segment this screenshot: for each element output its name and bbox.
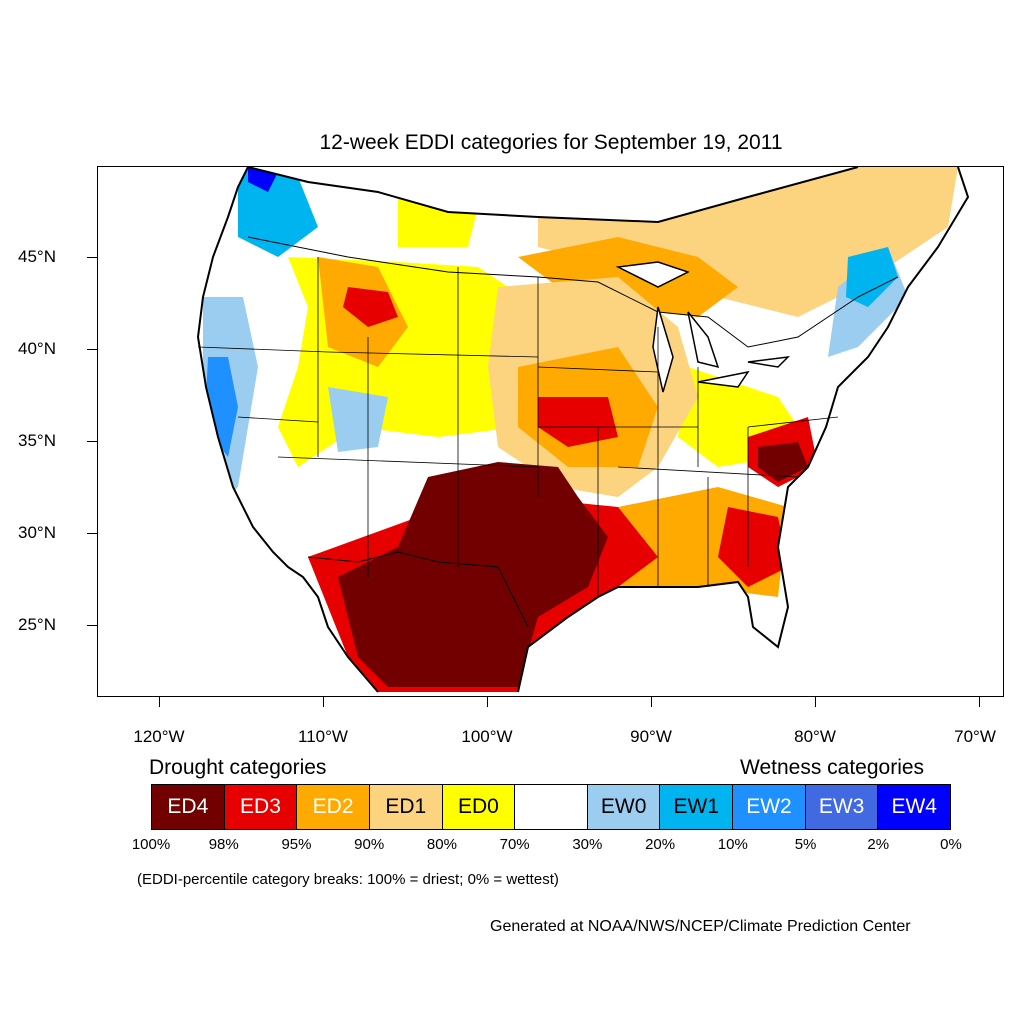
lat-tick — [87, 625, 97, 626]
legend-colorbar: ED4 ED3 ED2 ED1 ED0 EW0 EW1 EW2 EW3 EW4 — [151, 784, 951, 830]
legend-box-ed3: ED3 — [224, 785, 298, 829]
lat-label: 35°N — [18, 431, 56, 450]
ed4-region-texas — [338, 462, 608, 687]
lon-label: 70°W — [954, 727, 996, 746]
legend-box-ew3: EW3 — [805, 785, 879, 829]
great-lakes — [615, 261, 791, 393]
ed4-region-virginia — [758, 442, 808, 482]
map-panel — [97, 166, 1004, 697]
ew1-region-new-york — [846, 247, 898, 307]
wetness-categories-heading: Wetness categories — [740, 756, 925, 779]
lat-label: 30°N — [18, 523, 56, 542]
lon-label: 120°W — [133, 727, 185, 746]
legend-break-label: 0% — [940, 836, 962, 853]
legend-box-ew4: EW4 — [878, 785, 951, 829]
lon-tick — [815, 697, 816, 707]
ew1-region-washington — [238, 167, 318, 257]
legend-box-ew2: EW2 — [733, 785, 806, 829]
lat-tick — [87, 257, 97, 258]
map-title: 12-week EDDI categories for September 19… — [319, 131, 783, 154]
lon-label: 110°W — [298, 727, 348, 746]
legend-box-ew0: EW0 — [587, 785, 661, 829]
ed0-region-prairie — [398, 187, 478, 247]
lat-tick — [87, 441, 97, 442]
ed2-region-canada — [518, 237, 738, 317]
lat-label: 45°N — [18, 247, 56, 266]
state-borders — [197, 257, 839, 597]
ed3-region-montana — [343, 287, 398, 327]
ew0-region-utah — [328, 387, 388, 452]
legend-break-label: 30% — [572, 836, 603, 853]
legend-box-neutral — [515, 785, 588, 829]
lon-label: 90°W — [630, 727, 672, 746]
credit-line: Generated at NOAA/NWS/NCEP/Climate Predi… — [490, 918, 911, 935]
us-mexico-border — [307, 551, 529, 628]
ed3-region-georgia — [718, 507, 788, 587]
lon-tick — [323, 697, 324, 707]
legend-break-label: 70% — [499, 836, 530, 853]
legend-break-label: 95% — [281, 836, 312, 853]
legend-break-label: 100% — [131, 836, 171, 853]
legend-break-label: 98% — [208, 836, 239, 853]
legend-break-label: 10% — [717, 836, 748, 853]
lat-label: 40°N — [18, 339, 56, 358]
lon-tick — [487, 697, 488, 707]
lat-label: 25°N — [18, 615, 56, 634]
legend-box-ed4: ED4 — [152, 785, 225, 829]
legend-break-label: 90% — [354, 836, 385, 853]
lon-tick — [979, 697, 980, 707]
legend-box-ed2: ED2 — [297, 785, 370, 829]
legend-box-ed0: ED0 — [442, 785, 516, 829]
legend-break-label: 80% — [426, 836, 457, 853]
category-note: (EDDI-percentile category breaks: 100% =… — [137, 871, 559, 888]
lat-tick — [87, 533, 97, 534]
lon-tick — [159, 697, 160, 707]
legend-box-ed1: ED1 — [369, 785, 443, 829]
legend-break-label: 5% — [794, 836, 817, 853]
lon-tick — [651, 697, 652, 707]
lat-tick — [87, 349, 97, 350]
legend-break-label: 2% — [867, 836, 890, 853]
lon-label: 80°W — [794, 727, 836, 746]
legend-box-ew1: EW1 — [660, 785, 734, 829]
coastline — [196, 167, 970, 693]
drought-map — [196, 167, 970, 693]
drought-categories-heading: Drought categories — [149, 756, 327, 779]
lon-label: 100°W — [461, 727, 513, 746]
legend-break-label: 20% — [645, 836, 676, 853]
